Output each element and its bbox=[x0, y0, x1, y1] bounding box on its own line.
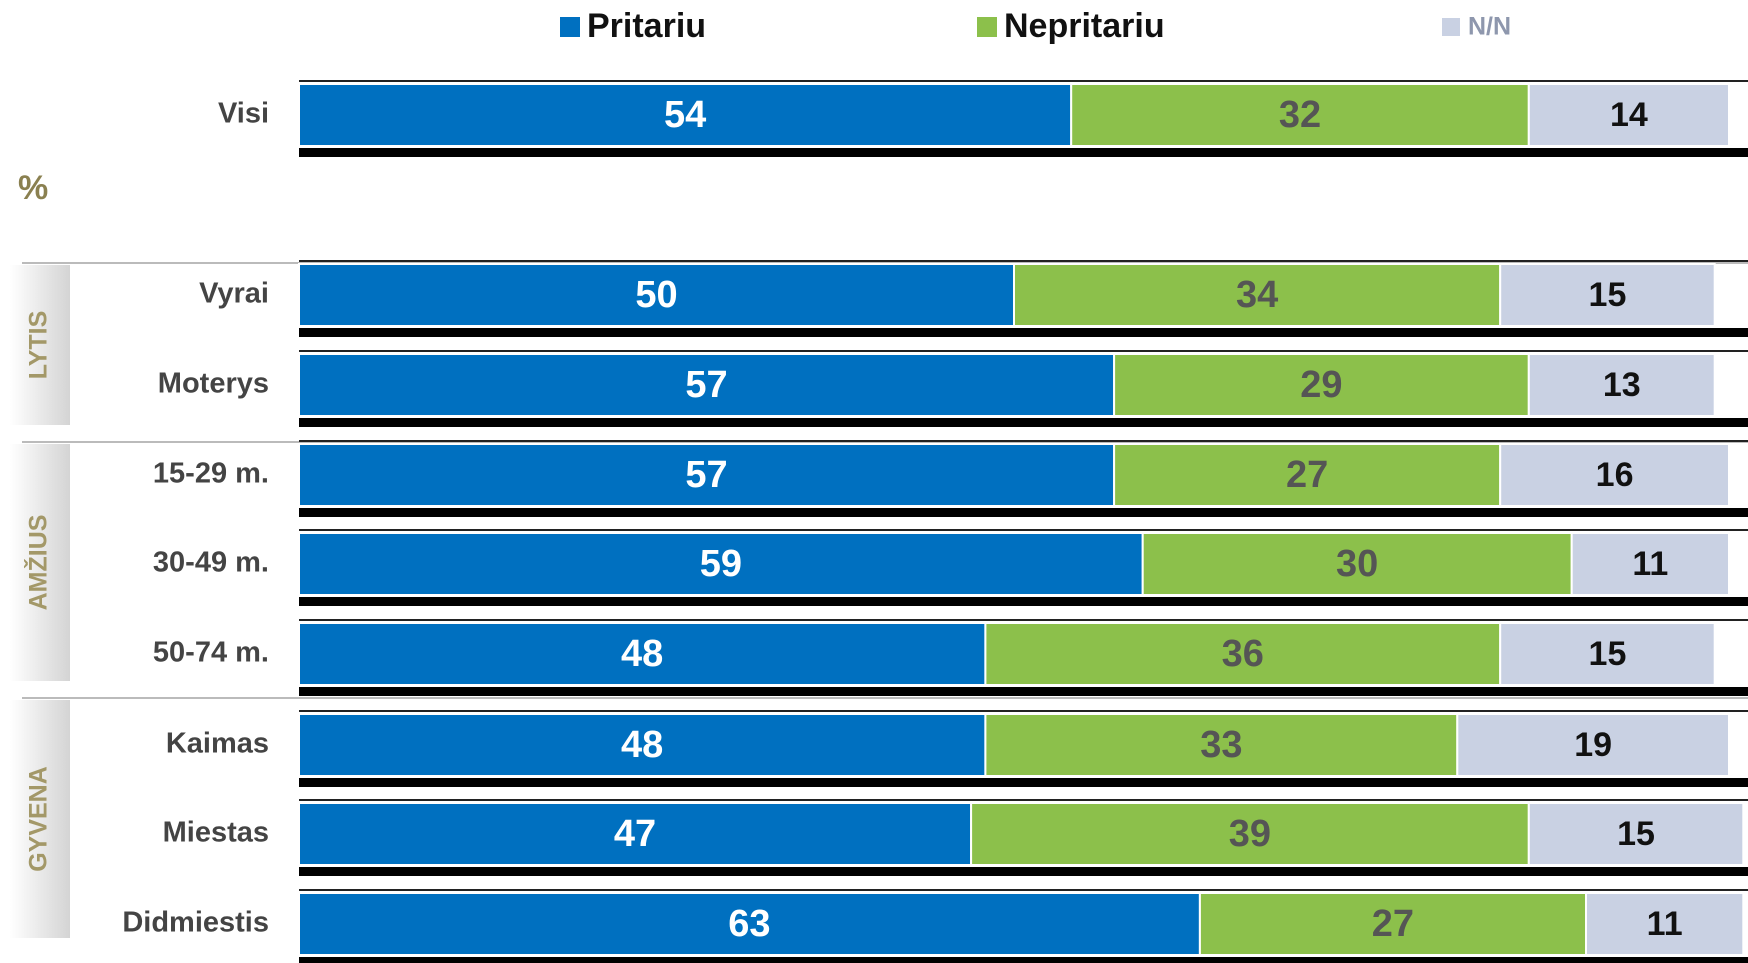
value-label: 54 bbox=[664, 94, 706, 136]
value-label: 29 bbox=[1300, 364, 1342, 406]
value-label: 30 bbox=[1336, 543, 1378, 585]
value-label: 48 bbox=[621, 633, 663, 675]
row-shadow bbox=[299, 957, 1748, 963]
legend-swatch bbox=[977, 17, 997, 37]
bar-segment bbox=[1198, 892, 1588, 956]
legend-label: Nepritariu bbox=[1004, 7, 1165, 45]
value-label: 14 bbox=[1610, 96, 1648, 134]
bar-segment bbox=[1570, 532, 1730, 596]
unit-label: % bbox=[18, 169, 48, 207]
legend-label: N/N bbox=[1468, 13, 1511, 41]
bar-segment bbox=[1527, 802, 1745, 866]
bar-segment bbox=[298, 892, 1201, 956]
bar-segment bbox=[1113, 353, 1530, 417]
bar-segment bbox=[1527, 353, 1716, 417]
category-label: Miestas bbox=[163, 817, 269, 849]
value-label: 27 bbox=[1286, 454, 1328, 496]
value-label: 16 bbox=[1596, 456, 1634, 494]
value-label: 48 bbox=[621, 724, 663, 766]
bar-segment bbox=[970, 802, 1530, 866]
value-label: 15 bbox=[1617, 815, 1655, 853]
category-label: Kaimas bbox=[166, 728, 269, 760]
category-label: Moterys bbox=[158, 368, 269, 400]
value-label: 34 bbox=[1236, 274, 1278, 316]
value-label: 63 bbox=[728, 903, 770, 945]
value-label: 15 bbox=[1589, 635, 1627, 673]
value-label: 13 bbox=[1603, 366, 1641, 404]
row-shadow bbox=[299, 508, 1748, 517]
group-box bbox=[10, 265, 70, 425]
bar-segment bbox=[298, 622, 987, 686]
bar-segment bbox=[298, 353, 1116, 417]
value-label: 33 bbox=[1200, 724, 1242, 766]
value-label: 50 bbox=[635, 274, 677, 316]
bar-segment bbox=[1499, 622, 1716, 686]
value-label: 57 bbox=[685, 364, 727, 406]
row-shadow bbox=[299, 687, 1748, 696]
bar-segment bbox=[1585, 892, 1745, 956]
bar-segment bbox=[1070, 83, 1530, 147]
row-shadow bbox=[299, 418, 1748, 427]
value-label: 57 bbox=[685, 454, 727, 496]
bar-segment bbox=[298, 802, 973, 866]
value-label: 11 bbox=[1647, 905, 1683, 943]
group-label: AMŽIUS bbox=[23, 515, 53, 611]
legend-label: Pritariu bbox=[587, 7, 706, 45]
category-label: Didmiestis bbox=[122, 907, 269, 939]
bar-segment bbox=[984, 622, 1502, 686]
value-label: 27 bbox=[1372, 903, 1414, 945]
legend-swatch bbox=[560, 17, 580, 37]
category-label: Visi bbox=[218, 98, 269, 130]
bar-segment bbox=[1456, 713, 1731, 777]
row-shadow bbox=[299, 867, 1748, 876]
category-label: 30-49 m. bbox=[153, 547, 269, 579]
value-label: 36 bbox=[1222, 633, 1264, 675]
bar-segment bbox=[1113, 443, 1502, 507]
value-label: 32 bbox=[1279, 94, 1321, 136]
bar-segment bbox=[1527, 83, 1731, 147]
bar-segment bbox=[1499, 443, 1730, 507]
group-box bbox=[10, 700, 70, 938]
category-label: 15-29 m. bbox=[153, 458, 269, 490]
row-shadow bbox=[299, 597, 1748, 606]
group-label: GYVENA bbox=[25, 766, 53, 872]
bar-segment bbox=[298, 443, 1116, 507]
value-label: 15 bbox=[1589, 276, 1627, 314]
value-label: 11 bbox=[1632, 545, 1668, 583]
value-label: 47 bbox=[614, 813, 656, 855]
row-shadow bbox=[299, 148, 1748, 157]
row-shadow bbox=[299, 778, 1748, 787]
bar-segment bbox=[1499, 263, 1716, 327]
value-label: 59 bbox=[700, 543, 742, 585]
category-label: Vyrai bbox=[199, 278, 269, 310]
category-label: 50-74 m. bbox=[153, 637, 269, 669]
value-label: 19 bbox=[1574, 726, 1612, 764]
legend-swatch bbox=[1442, 18, 1460, 36]
group-box bbox=[10, 444, 70, 681]
bar-segment bbox=[984, 713, 1459, 777]
row-shadow bbox=[299, 328, 1748, 337]
group-label: LYTIS bbox=[25, 311, 53, 380]
value-label: 39 bbox=[1229, 813, 1271, 855]
